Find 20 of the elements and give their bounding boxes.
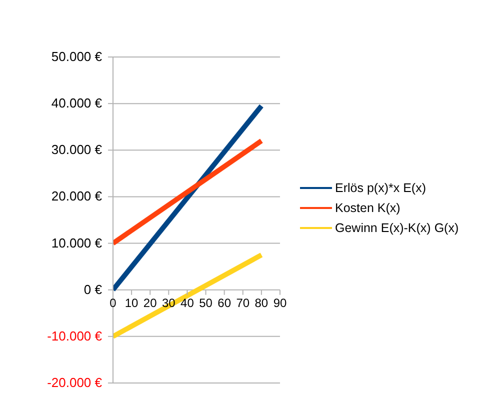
legend-label: Kosten K(x) — [335, 201, 400, 215]
y-tick-label: 20.000 € — [51, 188, 103, 204]
x-tick-label: 50 — [199, 296, 213, 310]
y-tick-label: 30.000 € — [51, 142, 103, 158]
legend-label: Gewinn E(x)-K(x) G(x) — [335, 221, 459, 235]
x-tick-label: 60 — [218, 296, 232, 310]
y-tick-label: 10.000 € — [51, 235, 103, 250]
x-tick-label: 0 — [110, 296, 117, 310]
x-tick-label: 90 — [273, 296, 287, 310]
x-tick-label: 40 — [180, 296, 194, 310]
legend-label: Erlös p(x)*x E(x) — [335, 181, 426, 195]
x-tick-label: 10 — [124, 296, 139, 310]
x-tick-label: 20 — [143, 296, 158, 310]
y-tick-label: 40.000 € — [51, 96, 103, 111]
y-tick-label: 0 € — [84, 282, 103, 297]
x-tick-label: 70 — [236, 296, 250, 310]
y-tick-label: 50.000 € — [51, 49, 103, 64]
x-tick-label: 80 — [254, 296, 268, 310]
y-tick-label: -10.000 € — [47, 328, 103, 344]
y-tick-label: -20.000 € — [47, 375, 103, 390]
